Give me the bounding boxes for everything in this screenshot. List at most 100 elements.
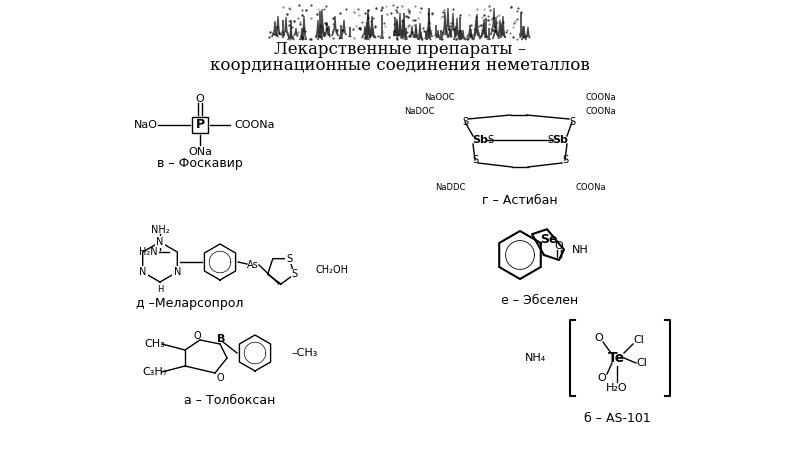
Polygon shape [300,28,304,40]
Polygon shape [418,23,422,40]
FancyBboxPatch shape [192,117,208,133]
Polygon shape [427,29,431,40]
Text: COONa: COONa [585,107,616,116]
Text: COONa: COONa [585,93,616,102]
Polygon shape [436,30,440,38]
Polygon shape [520,13,522,36]
Polygon shape [425,31,427,39]
Polygon shape [320,9,324,36]
Text: NaDDC: NaDDC [434,184,465,193]
Text: O: O [196,94,204,104]
Polygon shape [458,31,462,39]
Polygon shape [450,13,456,37]
Polygon shape [428,21,430,37]
Polygon shape [370,28,376,38]
Text: S: S [547,135,553,145]
Polygon shape [414,24,418,38]
Polygon shape [520,26,526,38]
Polygon shape [409,26,415,37]
Polygon shape [294,28,298,36]
Text: Cl: Cl [634,335,645,345]
Polygon shape [426,11,432,37]
Text: координационные соединения неметаллов: координационные соединения неметаллов [210,57,590,74]
Text: H₂O: H₂O [606,383,628,393]
Polygon shape [402,20,406,35]
Polygon shape [328,26,330,35]
Text: Лекарственные препараты –: Лекарственные препараты – [274,41,526,58]
Polygon shape [394,19,400,36]
Polygon shape [316,20,320,37]
Polygon shape [403,13,405,37]
Polygon shape [442,12,448,38]
Text: O: O [216,373,224,383]
Polygon shape [340,25,342,39]
Polygon shape [276,16,280,35]
Polygon shape [320,25,326,36]
Polygon shape [282,20,284,36]
Polygon shape [272,21,278,37]
Text: NaOOC: NaOOC [424,93,455,102]
Polygon shape [481,19,487,37]
Text: O: O [193,331,201,341]
Text: NH: NH [572,245,589,255]
Polygon shape [474,19,478,36]
Polygon shape [394,22,400,36]
Text: CH₂OH: CH₂OH [315,265,348,275]
Text: S: S [462,117,468,127]
Text: –CH₃: –CH₃ [291,348,318,358]
Text: O: O [598,373,606,383]
Polygon shape [468,29,474,40]
Text: д –Меларсопрол: д –Меларсопрол [136,296,244,309]
Text: S: S [569,117,575,127]
Polygon shape [454,18,460,40]
Text: е – Эбселен: е – Эбселен [502,294,578,307]
Polygon shape [381,15,383,39]
Polygon shape [485,18,487,38]
Polygon shape [415,28,417,38]
Text: ONa: ONa [188,147,212,157]
Text: Sb: Sb [472,135,488,145]
Text: CH₃: CH₃ [145,339,166,349]
Polygon shape [474,14,480,39]
Text: NH₄: NH₄ [524,353,546,363]
Polygon shape [455,26,457,35]
Text: S: S [291,269,298,279]
Polygon shape [445,8,451,35]
Polygon shape [401,19,405,38]
Polygon shape [501,16,505,38]
Polygon shape [319,11,321,38]
Polygon shape [493,17,499,39]
Text: NaO: NaO [134,120,158,130]
Text: N: N [156,237,164,247]
Text: S: S [286,254,292,264]
Polygon shape [367,28,371,37]
Text: Se: Se [540,233,558,246]
Text: г – Астибан: г – Астибан [482,194,558,207]
Text: S: S [562,155,568,165]
Polygon shape [394,17,396,36]
Polygon shape [467,25,473,38]
Polygon shape [459,30,463,38]
Polygon shape [316,29,322,38]
Text: COONa: COONa [234,120,275,130]
Polygon shape [481,23,487,38]
Text: O: O [554,241,563,251]
Polygon shape [499,23,505,37]
Polygon shape [324,22,330,37]
Polygon shape [397,13,403,39]
Text: NaDOC: NaDOC [405,107,435,116]
Polygon shape [290,20,292,39]
Polygon shape [488,28,490,40]
Text: P: P [195,119,205,132]
Text: а – Толбоксан: а – Толбоксан [184,393,276,406]
Polygon shape [399,23,401,35]
Text: As: As [247,260,259,270]
Polygon shape [440,30,442,40]
Text: H₂N: H₂N [138,247,158,257]
Text: S: S [487,135,493,145]
Polygon shape [349,27,351,37]
Polygon shape [459,17,461,36]
Text: H: H [157,285,163,294]
Text: B: B [217,334,225,344]
Polygon shape [366,14,370,37]
